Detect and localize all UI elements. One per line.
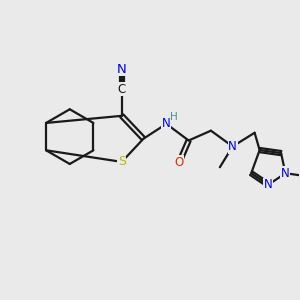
Text: S: S <box>118 155 126 168</box>
Text: N: N <box>228 140 237 153</box>
Text: N: N <box>162 117 171 130</box>
Text: C: C <box>118 82 126 96</box>
Text: N: N <box>281 167 290 180</box>
Text: N: N <box>264 178 273 191</box>
Text: H: H <box>170 112 178 122</box>
Text: O: O <box>175 156 184 169</box>
Text: N: N <box>117 63 127 76</box>
